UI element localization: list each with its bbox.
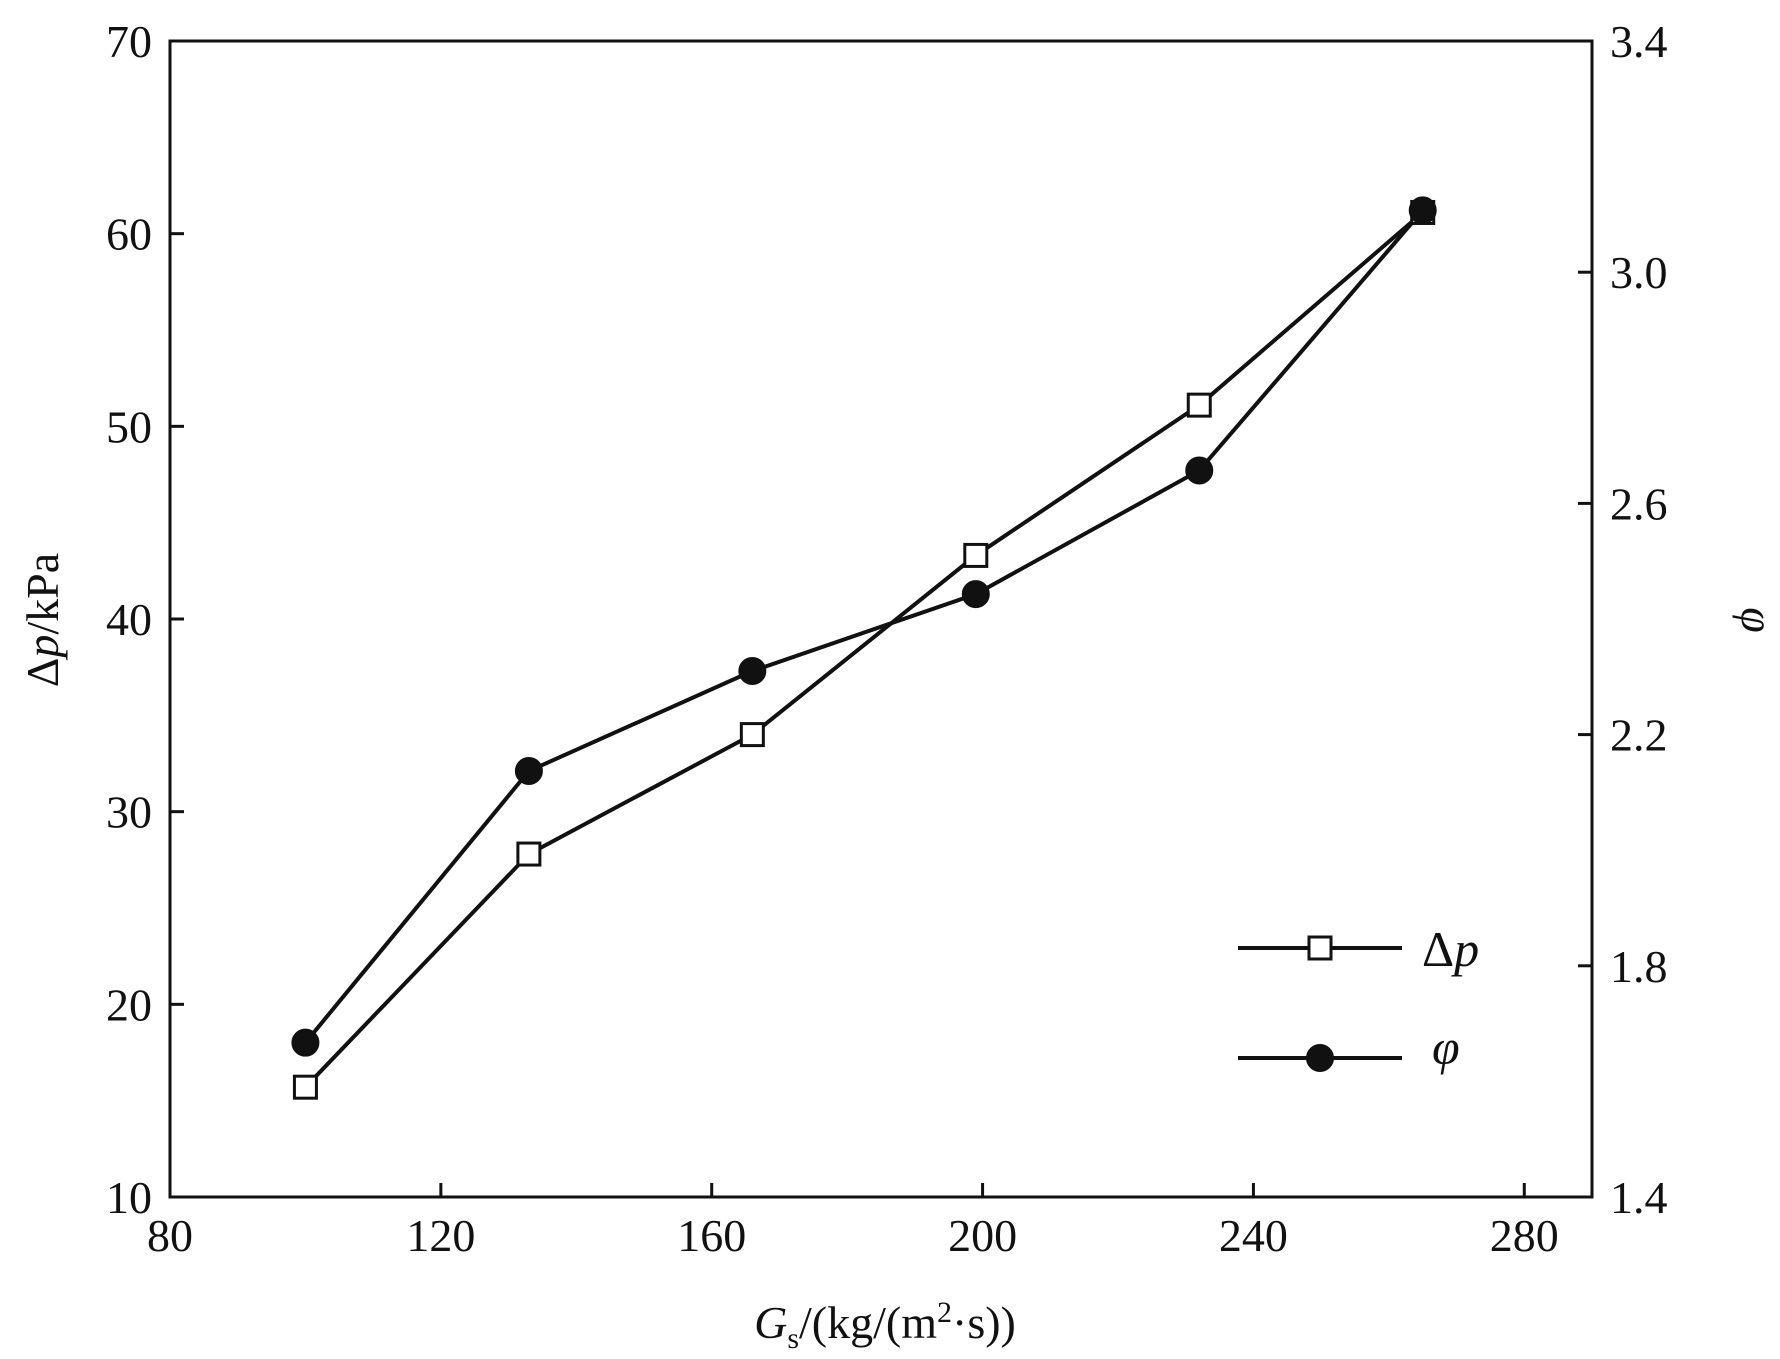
legend-label-dp: Δp: [1422, 921, 1479, 977]
x-tick-label: 240: [1219, 1210, 1288, 1261]
left-y-tick-label: 30: [106, 787, 152, 838]
x-axis-title-subscript: s: [787, 1322, 799, 1355]
data-point-dp: [516, 841, 542, 867]
x-tick-label: 280: [1490, 1210, 1559, 1261]
left-y-tick-label: 40: [106, 594, 152, 645]
x-axis-title-tail: ·s)): [952, 1297, 1016, 1348]
left-axis-title-unit: /kPa: [17, 553, 68, 635]
x-axis-title-symbol: G: [754, 1297, 787, 1348]
data-point-dp: [1186, 392, 1212, 418]
left-axis-title-symbol: Δ: [17, 658, 68, 688]
series-layer: [291, 196, 1437, 1100]
data-point-dp: [292, 1074, 318, 1100]
legend-label-dp-variable: p: [1451, 921, 1479, 977]
x-axis-title-superscript: 2: [937, 1296, 952, 1329]
legend-marker-phi: [1306, 1044, 1334, 1072]
left-axis-title: Δp/kPa: [17, 553, 68, 687]
data-point-phi: [738, 657, 767, 686]
x-axis-title: Gs/(kg/(m2·s)): [754, 1296, 1016, 1355]
right-y-tick-label: 1.4: [1610, 1172, 1668, 1223]
series-line-phi: [303, 209, 1425, 1044]
left-y-tick-label: 10: [106, 1172, 152, 1223]
right-y-tick-label: 2.6: [1610, 478, 1668, 529]
left-axis-title-variable: p: [17, 635, 68, 661]
right-y-tick-label: 1.8: [1610, 941, 1668, 992]
left-y-tick-label: 70: [106, 16, 152, 67]
right-y-tick-label: 3.0: [1610, 247, 1668, 298]
legend-marker-dp: [1307, 935, 1333, 961]
left-y-tick-label: 20: [106, 979, 152, 1030]
left-y-tick-label: 60: [106, 209, 152, 260]
data-point-phi: [961, 580, 990, 609]
legend-label-dp-symbol: Δ: [1422, 921, 1454, 977]
legend-label-phi: φ: [1432, 1019, 1460, 1075]
legend: Δp φ: [1238, 921, 1479, 1075]
data-point-dp: [963, 542, 989, 568]
data-point-phi: [1408, 196, 1437, 225]
x-tick-label: 120: [406, 1210, 475, 1261]
data-point-dp: [739, 722, 765, 748]
data-point-phi: [1185, 456, 1214, 485]
axes: 80 120 160 200 240 280 10 20 30 40 50 60 70 1.4 1.8 2.2…: [106, 16, 1668, 1261]
data-point-phi: [291, 1028, 320, 1057]
x-tick-label: 80: [147, 1210, 193, 1261]
x-tick-label: 200: [948, 1210, 1017, 1261]
x-tick-label: 160: [677, 1210, 746, 1261]
right-y-tick-label: 2.2: [1610, 710, 1668, 761]
right-y-tick-label: 3.4: [1610, 16, 1668, 67]
left-y-tick-label: 50: [106, 401, 152, 452]
right-axis-title: φ: [1732, 607, 1780, 632]
series-line-dp: [303, 210, 1425, 1089]
x-axis-title-unit: /(kg/(m: [799, 1297, 937, 1348]
data-point-phi: [514, 757, 543, 786]
